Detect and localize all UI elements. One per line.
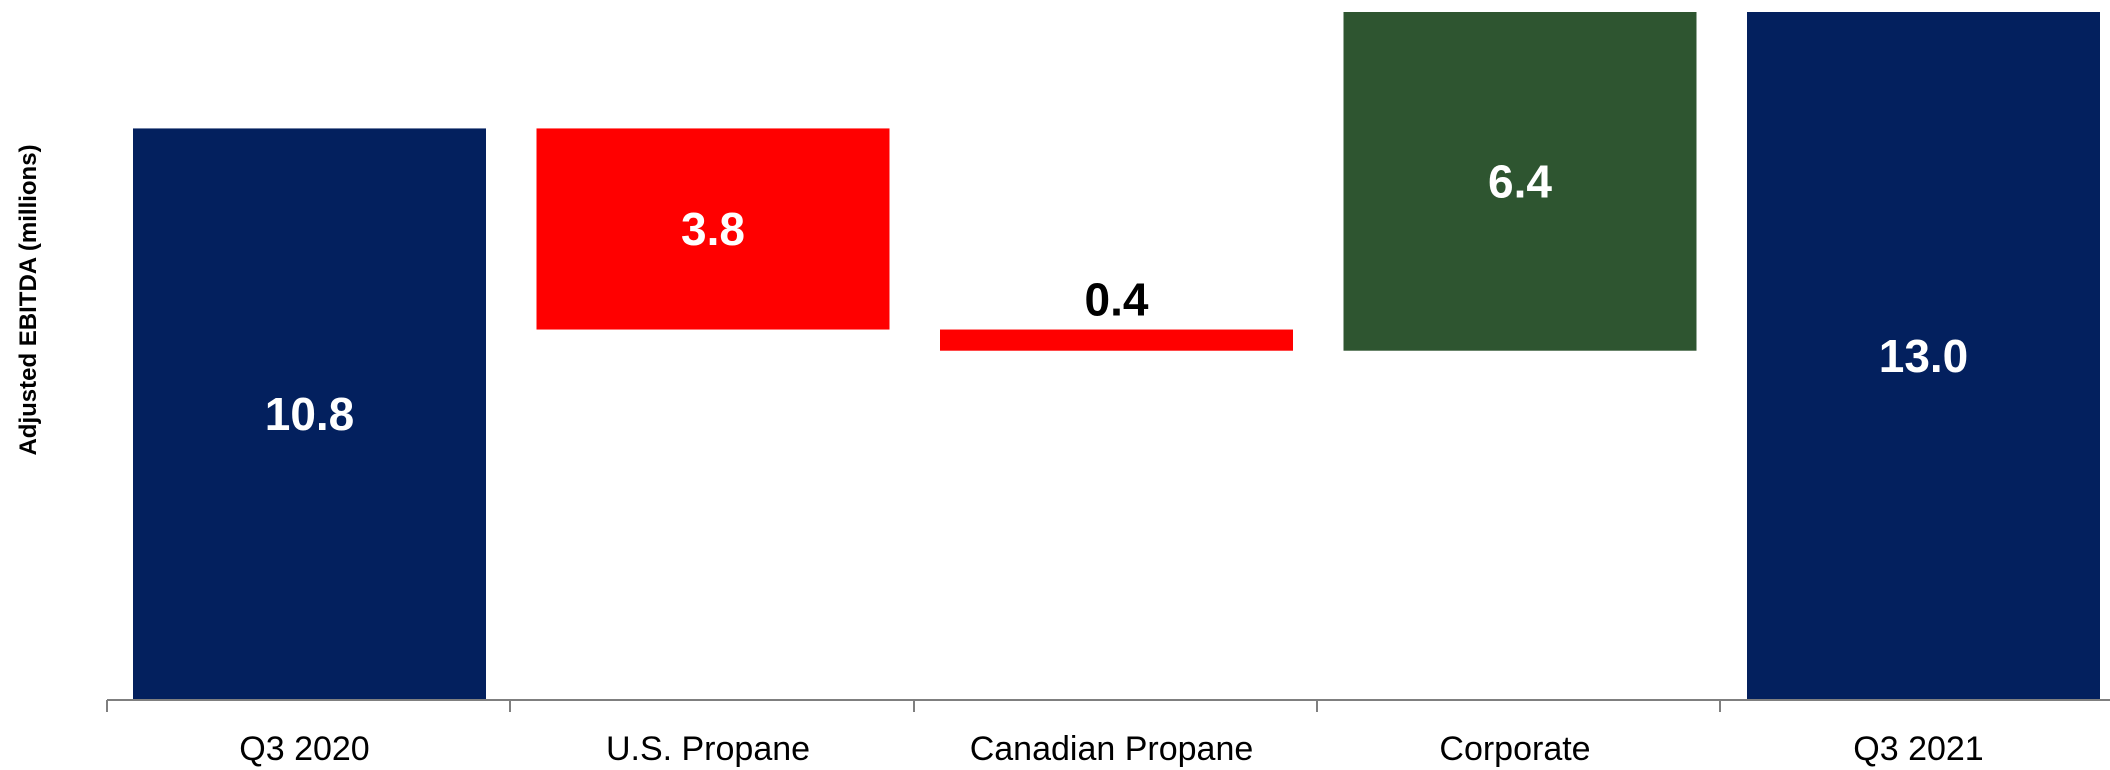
bars-group: 10.8 3.8 0.4 6.4 13.0 — [133, 12, 2100, 700]
category-label-u-s-propane: U.S. Propane — [606, 730, 810, 768]
value-label-corporate: 6.4 — [1488, 155, 1552, 207]
y-axis-title: Adjusted EBITDA (millions) — [15, 144, 42, 455]
bar-u-s-propane — [536, 128, 890, 330]
value-label-u-s-propane: 3.8 — [681, 203, 745, 255]
category-label-q3-2020: Q3 2020 — [239, 730, 369, 768]
bar-corporate — [1343, 12, 1697, 351]
category-label-canadian-propane: Canadian Propane — [970, 730, 1254, 768]
bar-q3-2020 — [133, 128, 486, 700]
bar-q3-2021 — [1747, 12, 2100, 700]
x-axis: Q3 2020 U.S. Propane Canadian Propane Corpo… — [106, 699, 2110, 768]
value-label-q3-2020: 10.8 — [265, 388, 355, 440]
value-label-q3-2021: 13.0 — [1879, 330, 1969, 382]
category-label-q3-2021: Q3 2021 — [1853, 730, 1983, 768]
bar-canadian-propane — [940, 329, 1293, 351]
value-label-canadian-propane: 0.4 — [1085, 274, 1149, 326]
category-label-corporate: Corporate — [1439, 730, 1590, 768]
